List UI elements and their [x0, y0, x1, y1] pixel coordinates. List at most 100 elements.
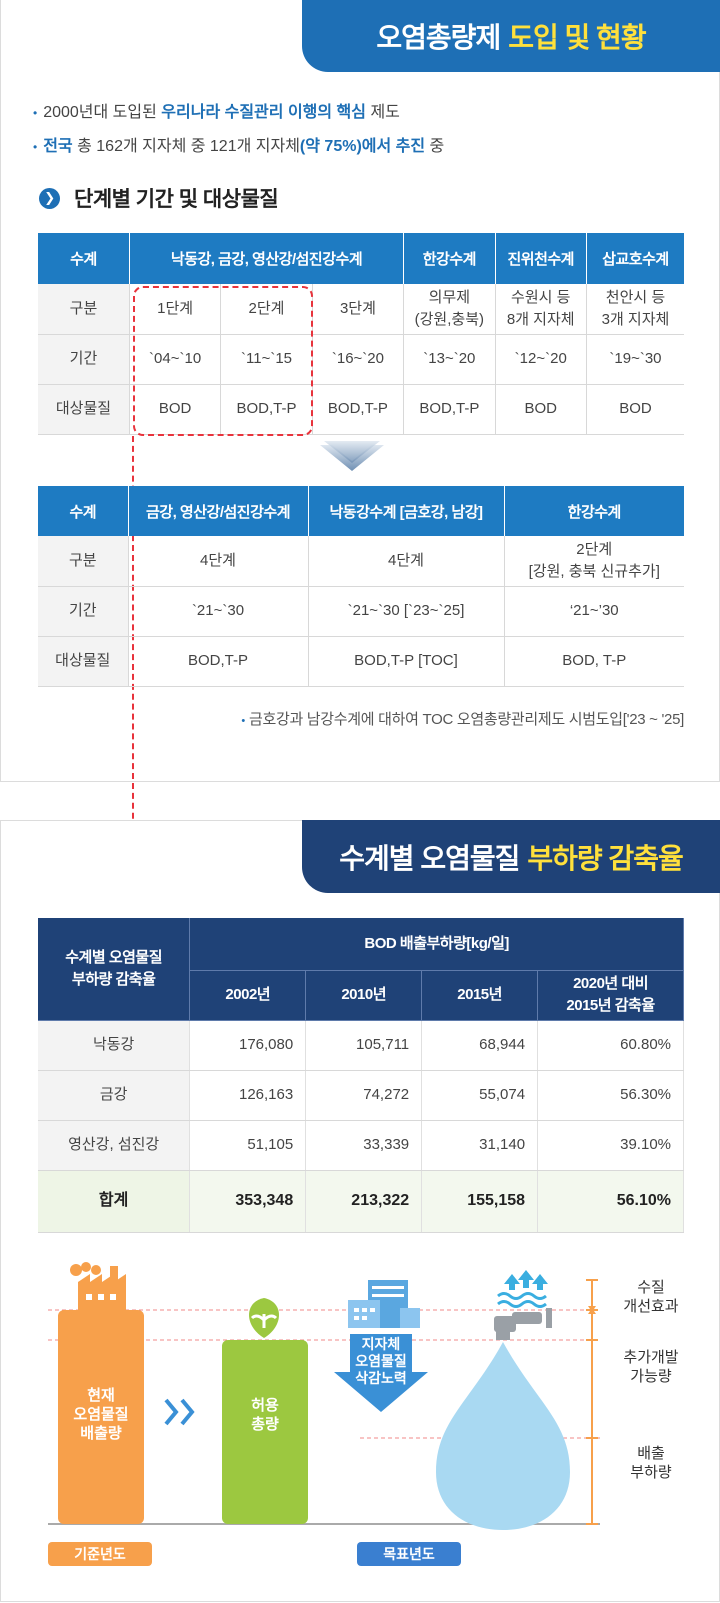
table-header: 2002년 — [189, 970, 307, 1021]
table-header-row: 수계 금강, 영산강/섬진강수계 낙동강수계 [금호강, 남강] 한강수계 — [38, 486, 684, 536]
current-emission-bar — [58, 1310, 144, 1524]
title-main: 수계별 오염물질 — [339, 842, 520, 874]
table-header-row: 수계별 오염물질 부하량 감축율 BOD 배출부하량[kg/일] — [38, 918, 684, 1021]
table-header: 낙동강수계 [금호강, 남강] — [308, 486, 505, 536]
bullet-item: • 2000년대 도입된 우리나라 수질관리 이행의 핵심 제도 — [33, 104, 400, 121]
title-highlight: 도입 및 현황 — [508, 22, 646, 53]
right-scale-bracket — [586, 1279, 598, 1525]
bullet-dot-icon: • — [33, 106, 38, 120]
table-cell: 126,163 — [189, 1070, 307, 1121]
table-cell: BOD,T-P — [403, 384, 496, 435]
additional-development-label: 추가개발 가능량 — [623, 1349, 679, 1385]
table-row: 대상물질 BOD,T-P BOD,T-P [TOC] BOD, T-P — [38, 636, 684, 687]
bullet-highlight: 우리나라 수질관리 이행의 핵심 — [161, 104, 366, 121]
allowed-load-bar — [222, 1340, 308, 1524]
target-year-pill: 목표년도 — [357, 1542, 461, 1566]
table-row: 구분 1단계 2단계 3단계 의무제 (강원,충북) 수원시 등 8개 지자체 … — [38, 284, 684, 335]
table-cell: 56.30% — [537, 1070, 684, 1121]
table-cell: BOD — [495, 384, 587, 435]
table-header: 금강, 영산강/섬진강수계 — [128, 486, 309, 536]
table-cell: 2단계 — [220, 284, 313, 335]
table-cell: 68,944 — [421, 1020, 539, 1071]
base-year-pill: 기준년도 — [48, 1542, 152, 1566]
current-emission-label: 현재 오염물질 배출량 — [73, 1387, 129, 1442]
table-header: 한강수계 — [403, 233, 496, 284]
footnote: • 금호강과 남강수계에 대하여 TOC 오염총량관리제도 시범도입['23 ~ … — [241, 711, 684, 728]
table-cell: `19~`30 — [586, 334, 684, 385]
reduction-arrow — [334, 1334, 428, 1412]
row-header: 대상물질 — [38, 636, 129, 687]
table-cell: `04~`10 — [129, 334, 222, 385]
row-header: 대상물질 — [38, 384, 130, 435]
table-total-row: 합계 353,348 213,322 155,158 56.10% — [38, 1170, 684, 1233]
table-cell: `11~`15 — [220, 334, 313, 385]
table-cell: `21~`30 [`23~`25] — [308, 586, 505, 637]
table-cell: ‘21~’30 — [504, 586, 684, 637]
table-cell: 천안시 등 3개 지자체 — [586, 284, 684, 335]
table-cell: BOD,T-P — [220, 384, 313, 435]
table-cell: 수원시 등 8개 지자체 — [495, 284, 587, 335]
quality-improvement-label: 수질 개선효과 — [623, 1279, 679, 1315]
table-group-header: BOD 배출부하량[kg/일] — [189, 918, 684, 971]
table-header: 한강수계 — [504, 486, 684, 536]
table-cell: 33,339 — [305, 1120, 423, 1171]
table-header: 진위천수계 — [495, 233, 587, 284]
reduction-label: 지자체 오염물질 삭감노력 — [355, 1336, 407, 1386]
row-header: 영산강, 섬진강 — [38, 1120, 191, 1171]
table-row: 대상물질 BOD BOD,T-P BOD,T-P BOD,T-P BOD BOD — [38, 384, 684, 435]
water-drop — [436, 1342, 570, 1530]
row-header: 금강 — [38, 1070, 191, 1121]
table-cell: 56.10% — [537, 1170, 684, 1233]
table-cell: 2단계 [강원, 충북 신규추가] — [504, 536, 684, 587]
table-cell: 60.80% — [537, 1020, 684, 1071]
factory-icon — [70, 1262, 126, 1310]
table-row: 기간 `04~`10 `11~`15 `16~`20 `13~`20 `12~`… — [38, 334, 684, 385]
table-cell: 의무제 (강원,충북) — [403, 284, 496, 335]
table-header: 수계 — [38, 486, 129, 536]
table-row: 기간 `21~`30 `21~`30 [`23~`25] ‘21~’30 — [38, 586, 684, 637]
table-cell: `21~`30 — [128, 586, 309, 637]
table-row: 금강 126,163 74,272 55,074 56.30% — [38, 1070, 684, 1121]
buildings-icon — [348, 1280, 420, 1328]
table-row: 구분 4단계 4단계 2단계 [강원, 충북 신규추가] — [38, 536, 684, 587]
table-cell: 4단계 — [128, 536, 309, 587]
highlight-dashed-box — [133, 286, 313, 436]
table-header: 낙동강, 금강, 영산강/섬진강수계 — [129, 233, 405, 284]
emission-load-label: 배출 부하량 — [630, 1445, 672, 1481]
chevron-right-circle-icon: ❯ — [39, 187, 60, 209]
table-cell: BOD,T-P — [312, 384, 405, 435]
table-cell: `12~`20 — [495, 334, 587, 385]
bullet-dot-icon: • — [33, 140, 38, 154]
row-header: 기간 — [38, 586, 129, 637]
table-cell: 353,348 — [189, 1170, 307, 1233]
table-cell: BOD, T-P — [504, 636, 684, 687]
table-header: 2010년 — [305, 970, 423, 1021]
title-main: 오염총량제 — [376, 22, 501, 53]
table-cell: 1단계 — [129, 284, 222, 335]
row-header: 기간 — [38, 334, 130, 385]
table-header: 삽교호수계 — [586, 233, 684, 284]
section1-title: 오염총량제 도입 및 현황 — [302, 0, 720, 72]
phase-table-1: 수계 낙동강, 금강, 영산강/섬진강수계 한강수계 진위천수계 삽교호수계 구… — [38, 233, 684, 435]
table-cell: 3단계 — [312, 284, 405, 335]
bod-load-table: 수계별 오염물질 부하량 감축율 BOD 배출부하량[kg/일] 2002년 2… — [38, 918, 684, 1233]
table-header-row: 수계 낙동강, 금강, 영산강/섬진강수계 한강수계 진위천수계 삽교호수계 — [38, 233, 684, 284]
table-cell: 31,140 — [421, 1120, 539, 1171]
table-header: 수계 — [38, 233, 130, 284]
table-cell: BOD — [129, 384, 222, 435]
table-cell: `16~`20 — [312, 334, 405, 385]
table-header-row: 2002년 2010년 2015년 2020년 대비 2015년 감축율 — [38, 970, 684, 1021]
allowed-load-label: 허용 총량 — [251, 1397, 279, 1433]
table-cell: `13~`20 — [403, 334, 496, 385]
table-cell: BOD,T-P — [128, 636, 309, 687]
table-cell: 74,272 — [305, 1070, 423, 1121]
double-chevron-right-icon — [164, 1398, 195, 1426]
subheading: ❯ 단계별 기간 및 대상물질 — [39, 183, 279, 213]
row-header: 합계 — [38, 1170, 191, 1233]
table-corner-header: 수계별 오염물질 부하량 감축율 — [38, 918, 191, 1021]
table-cell: 105,711 — [305, 1020, 423, 1071]
load-concept-diagram: 현재 오염물질 배출량 허용 총량 지자체 오염물질 삭감노력 수질 개선효과 … — [0, 1262, 720, 1592]
section2-title: 수계별 오염물질 부하량 감축율 — [302, 820, 720, 893]
table-header: 2015년 — [421, 970, 539, 1021]
sprout-icon — [249, 1298, 279, 1338]
